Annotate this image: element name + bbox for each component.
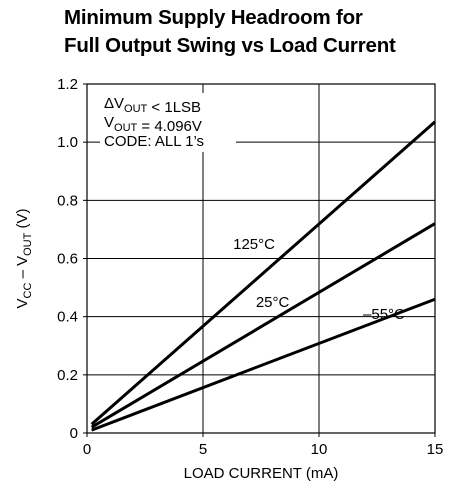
series-label: –55°C — [363, 306, 405, 323]
y-tick-label: 0.2 — [57, 367, 78, 384]
annotation-subscript: OUT — [114, 122, 138, 134]
series-line — [90, 120, 436, 426]
annotation-line-2: VOUT = 4.096V — [104, 114, 202, 135]
annotation-text: CODE: ALL 1’s — [104, 133, 204, 150]
ylabel-part-3: (V) — [14, 209, 31, 233]
x-tick-label: 15 — [427, 441, 444, 458]
ylabel-sub-1: CC — [22, 283, 34, 299]
annotation-background — [100, 93, 236, 152]
y-tick-label: 0.4 — [57, 309, 78, 326]
x-tick-label: 5 — [199, 441, 207, 458]
y-tick-label: 0 — [70, 425, 78, 442]
ylabel-part-2: – V — [14, 256, 31, 283]
y-tick-label: 1.2 — [57, 76, 78, 93]
y-axis-label: VCC – VOUT (V) — [14, 209, 34, 309]
x-tick-label: 10 — [311, 441, 328, 458]
gridlines — [87, 84, 435, 433]
series-line — [90, 222, 436, 429]
series-lines — [90, 120, 436, 432]
annotation-subscript: OUT — [124, 103, 148, 115]
series-label: 25°C — [256, 294, 290, 311]
axis-ticks — [83, 83, 436, 437]
x-tick-label: 0 — [83, 441, 91, 458]
y-tick-label: 1.0 — [57, 134, 78, 151]
annotation-line-1: ΔVOUT < 1LSB — [104, 95, 201, 116]
annotation-text: = 4.096V — [137, 118, 202, 135]
series-label: 125°C — [233, 236, 275, 253]
labels: 0 5 10 15 0 0.2 0.4 0.6 0.8 1.0 1.2 125°C 25°C –55°C — [57, 76, 443, 458]
ylabel-part-1: V — [14, 298, 31, 308]
annotation-text: < 1LSB — [147, 99, 201, 116]
x-axis-label: LOAD CURRENT (mA) — [184, 465, 339, 482]
annotation-text: V — [104, 114, 114, 131]
annotation-text: ΔV — [104, 95, 124, 112]
y-tick-label: 0.6 — [57, 251, 78, 268]
y-tick-label: 0.8 — [57, 192, 78, 209]
chart-title-line-1: Minimum Supply Headroom for — [64, 6, 363, 29]
series-line — [91, 297, 436, 432]
annotation-line-3: CODE: ALL 1’s — [104, 133, 204, 150]
ylabel-sub-2: OUT — [22, 232, 34, 256]
chart-title-line-2: Full Output Swing vs Load Current — [64, 34, 396, 57]
